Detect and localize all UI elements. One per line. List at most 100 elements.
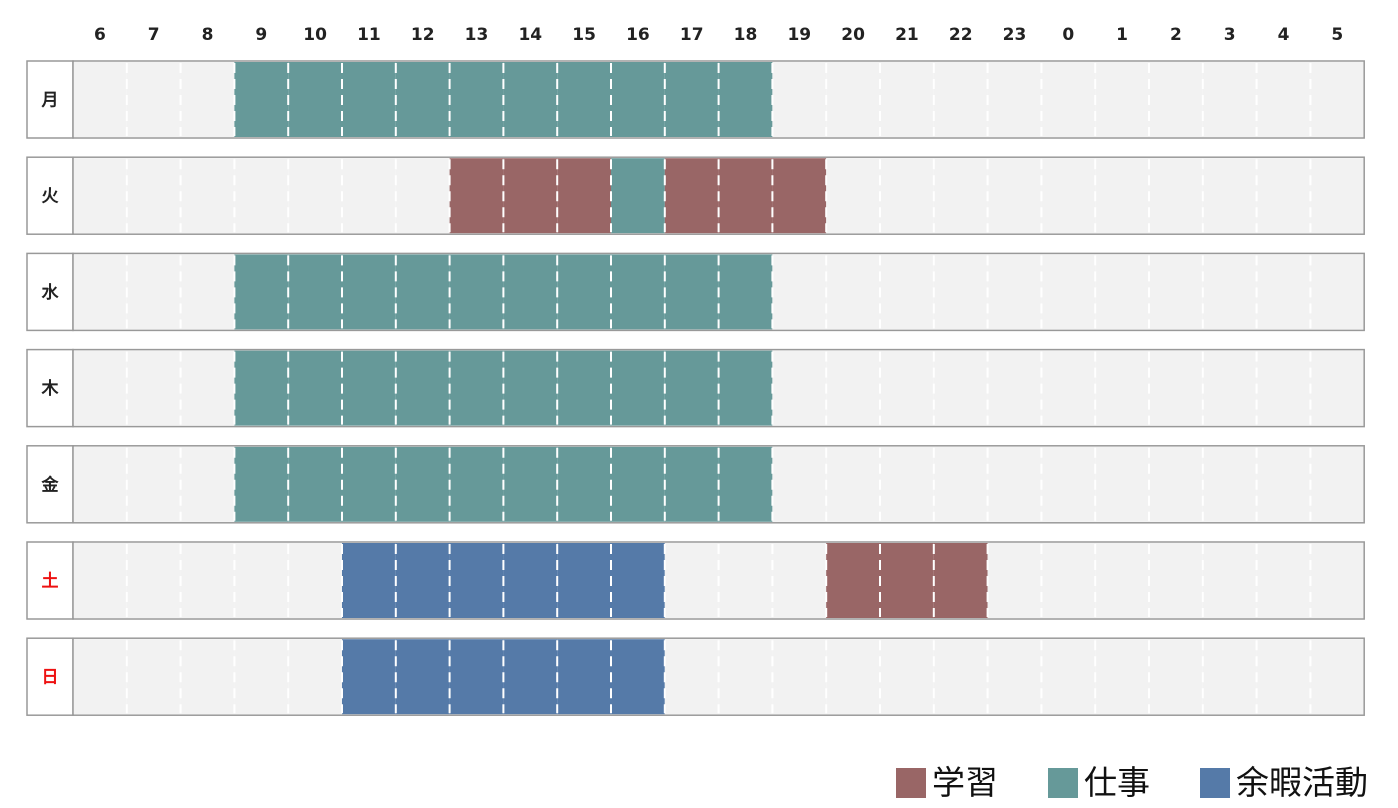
hour-label-7: 7 [148,25,160,45]
day-row-1: 火 [26,156,1365,235]
cell-empty [1041,639,1096,715]
cell-study [557,158,611,234]
hour-label-4: 4 [1278,25,1290,45]
hour-label-18: 18 [734,25,758,45]
cell-work [395,350,450,426]
day-label: 水 [42,282,60,303]
day-label-box [26,156,74,235]
legend-label-work: 仕事 [1084,763,1150,802]
cell-empty [718,639,773,715]
cell-empty [1041,158,1096,234]
cell-work [288,446,342,522]
hour-label-15: 15 [572,25,596,45]
cell-empty [1095,639,1149,715]
hour-label-11: 11 [357,25,381,45]
cell-work [557,446,611,522]
cell-leisure [395,543,450,618]
cell-empty [1202,446,1257,522]
hour-label-23: 23 [1003,25,1027,45]
cell-leisure [557,639,611,715]
day-row-5: 土 [26,541,1365,620]
legend-swatch-leisure [1200,767,1230,798]
hour-label-10: 10 [303,25,327,45]
cell-empty [880,62,934,137]
cell-empty [1095,350,1149,426]
cell-empty [933,446,988,522]
cell-empty [1310,350,1365,426]
hour-label-8: 8 [202,25,214,45]
cell-empty [772,62,827,137]
cell-empty [826,350,880,426]
cell-empty [772,254,827,330]
cell-empty [1149,254,1203,330]
cell-work [234,350,289,426]
day-label: 火 [42,187,60,207]
cell-empty [1256,446,1311,522]
cell-empty [1202,639,1257,715]
cell-empty [933,350,988,426]
day-label: 木 [41,378,60,399]
cell-empty [180,254,235,330]
cell-leisure [449,543,504,618]
cell-empty [73,350,127,426]
cell-leisure [503,639,558,715]
cell-empty [664,639,719,715]
hour-label-3: 3 [1224,25,1236,45]
cell-work [288,62,342,137]
cell-empty [288,158,342,234]
cell-empty [880,446,934,522]
cell-work [664,350,719,426]
cell-empty [933,62,988,137]
cell-work [503,350,558,426]
hour-label-9: 9 [255,25,267,45]
legend-item-leisure: 余暇活動 [1200,766,1368,799]
legend-item-work: 仕事 [1048,766,1150,799]
cell-empty [1256,350,1311,426]
cell-empty [1041,446,1096,522]
cell-empty [126,62,181,137]
cell-empty [1256,543,1311,618]
cell-work [449,62,504,137]
cell-empty [73,254,127,330]
cell-empty [826,639,880,715]
cell-empty [1095,158,1149,234]
cell-work [611,350,665,426]
cell-work [503,254,558,330]
cell-work [664,254,719,330]
cell-empty [180,543,235,618]
cell-empty [880,158,934,234]
cell-work [234,254,289,330]
cell-empty [880,350,934,426]
cell-work [449,350,504,426]
cell-empty [718,543,773,618]
cell-empty [933,158,988,234]
cell-empty [1256,62,1311,137]
cell-empty [987,62,1042,137]
cell-empty [1149,446,1203,522]
cell-empty [73,158,127,234]
cell-work [395,254,450,330]
cell-empty [826,254,880,330]
cell-empty [1202,254,1257,330]
cell-empty [1149,639,1203,715]
cell-work [395,62,450,137]
cell-empty [73,639,127,715]
cell-empty [772,639,827,715]
cell-empty [987,158,1042,234]
cell-empty [126,543,181,618]
day-row-4: 金 [26,445,1365,524]
hour-label-2: 2 [1170,25,1182,45]
cell-work [718,350,773,426]
cell-empty [880,639,934,715]
cell-work [234,446,289,522]
hour-label-21: 21 [895,25,919,45]
cell-empty [826,62,880,137]
day-label-box [26,60,74,139]
cell-empty [1202,350,1257,426]
cell-empty [1095,446,1149,522]
cell-empty [987,639,1042,715]
cell-empty [180,350,235,426]
hour-label-13: 13 [465,25,489,45]
cell-empty [288,639,342,715]
cell-empty [880,254,934,330]
